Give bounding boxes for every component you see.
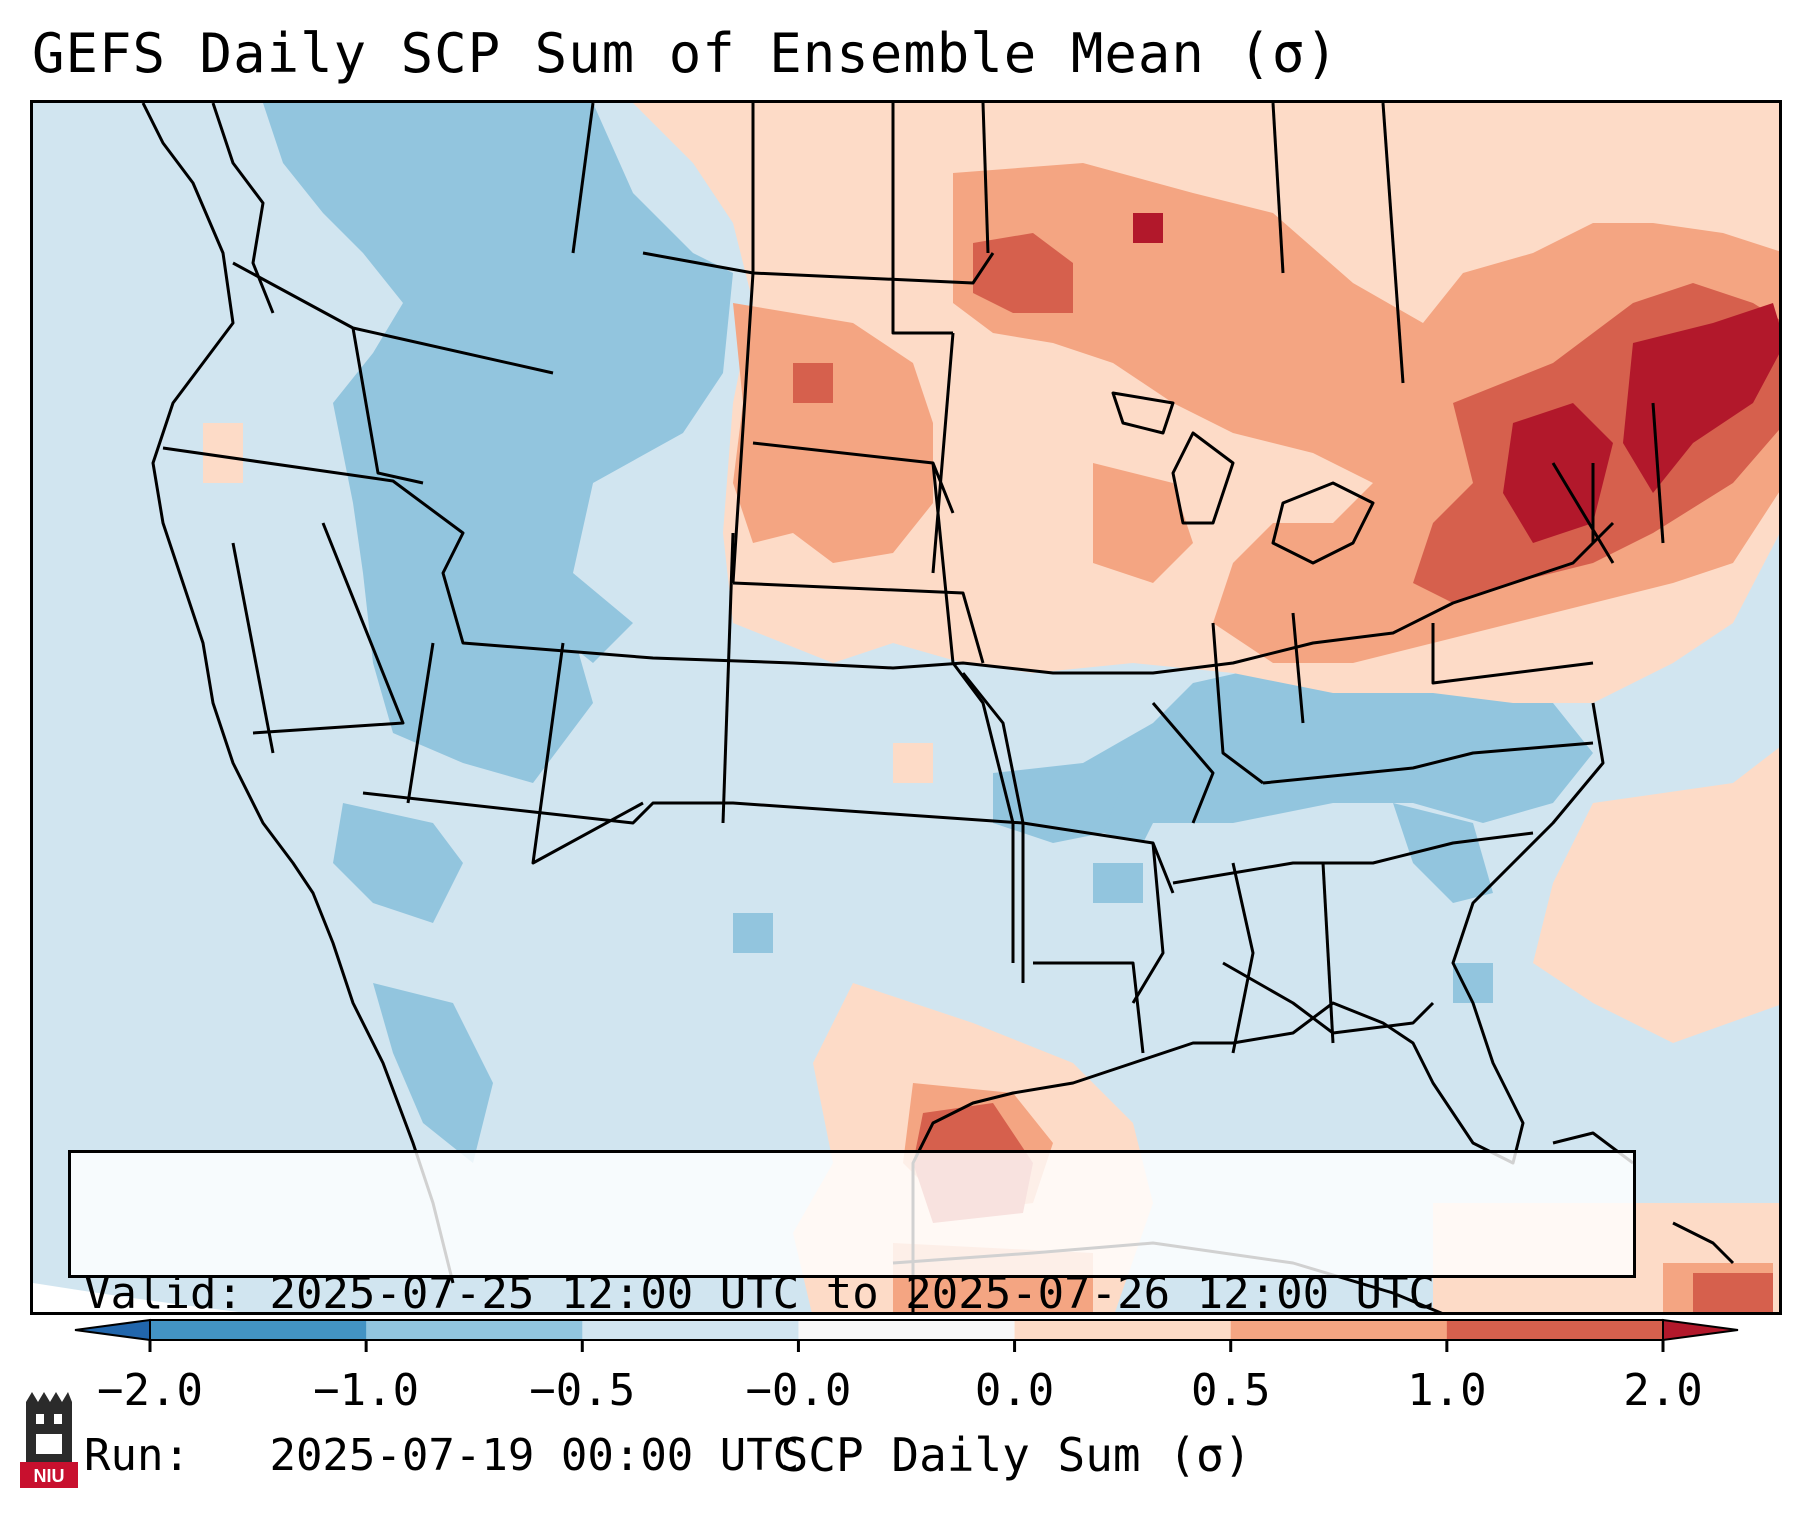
colorbar-segment <box>1446 1320 1664 1340</box>
colorbar-tick-label: −0.5 <box>529 1365 636 1416</box>
state-boundaries <box>141 103 1665 1284</box>
colorbar-tick-label: 0.5 <box>1190 1365 1271 1416</box>
map-panel <box>30 100 1782 1315</box>
logo-text: NIU <box>34 1466 65 1486</box>
valid-time-range: 2025-07-25 12:00 UTC to 2025-07-26 12:00… <box>269 1268 1436 1319</box>
validity-info-box: Valid: 2025-07-25 12:00 UTC to 2025-07-2… <box>68 1150 1636 1481</box>
colorbar-tick-label: 2.0 <box>1623 1365 1703 1416</box>
logo-banner <box>20 1462 78 1488</box>
colorbar-segment <box>150 1320 367 1340</box>
colorbar-under-arrow <box>74 1318 151 1342</box>
colorbar-tick-label: 0.0 <box>974 1365 1055 1416</box>
niu-logo: NIU <box>20 1392 78 1488</box>
colorbar-tick-label: −2.0 <box>97 1365 203 1416</box>
map-title: GEFS Daily SCP Sum of Ensemble Mean (σ) <box>32 22 1339 85</box>
colorbar-tick-label: −1.0 <box>313 1365 420 1416</box>
valid-label: Valid: <box>84 1268 243 1319</box>
colorbar-tick-label: −0.0 <box>745 1365 852 1416</box>
colorbar-segment <box>1014 1320 1232 1340</box>
run-time: 2025-07-19 00:00 UTC <box>269 1430 800 1481</box>
colorbar-ticks <box>148 1340 1665 1352</box>
colorbar-tick-label: 1.0 <box>1407 1365 1487 1416</box>
anomaly-map <box>33 103 1779 1312</box>
colorbar-outline <box>149 1319 1664 1341</box>
colorbar-label: SCP Daily Sum (σ) <box>780 1428 1252 1482</box>
colorbar-over-arrow <box>1662 1318 1739 1342</box>
run-label: Run: <box>84 1430 190 1481</box>
colorbar-segments <box>74 1318 1739 1342</box>
colorbar-segment <box>582 1320 799 1340</box>
colorbar-segment <box>798 1320 1016 1340</box>
colorbar <box>74 1318 1739 1352</box>
negative-anomaly-fields <box>263 103 1593 1163</box>
colorbar-segment <box>1230 1320 1448 1340</box>
colorbar-segment <box>366 1320 583 1340</box>
